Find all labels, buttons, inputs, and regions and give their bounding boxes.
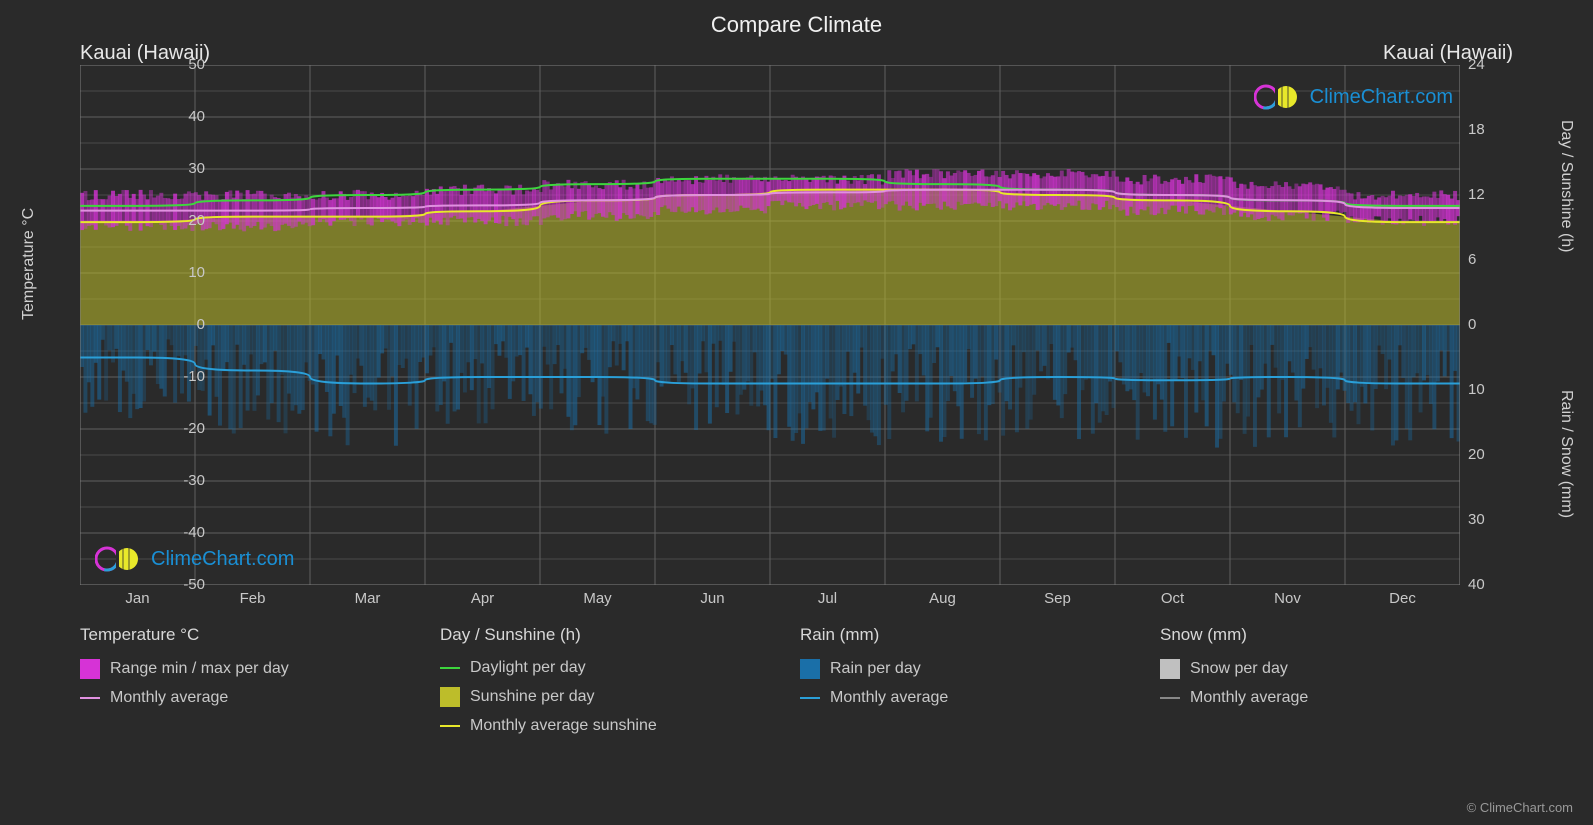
location-label-right: Kauai (Hawaii): [1383, 42, 1513, 65]
x-tick-month: Jul: [818, 590, 837, 607]
y-right-top-tick: 0: [1468, 316, 1476, 333]
climechart-logo-icon: [1254, 83, 1304, 111]
x-tick-month: Sep: [1044, 590, 1071, 607]
legend-line-icon: [80, 697, 100, 699]
y-right-top-tick: 24: [1468, 56, 1485, 73]
y-left-tick: -10: [165, 368, 205, 385]
watermark-text: ClimeChart.com: [151, 548, 294, 571]
legend-label: Range min / max per day: [110, 660, 289, 678]
y-left-tick: 50: [165, 56, 205, 73]
legend-label: Snow per day: [1190, 660, 1288, 678]
legend-label: Monthly average: [1190, 689, 1308, 707]
y-left-tick: 10: [165, 264, 205, 281]
legend-swatch-icon: [800, 659, 820, 679]
legend-line-icon: [800, 697, 820, 699]
x-tick-month: Dec: [1389, 590, 1416, 607]
legend-item: Range min / max per day: [80, 659, 400, 679]
legend-item: Monthly average: [1160, 689, 1480, 707]
legend-column: Day / Sunshine (h) Daylight per day Sunshi…: [440, 625, 760, 745]
y-right-bot-tick: 40: [1468, 576, 1485, 593]
legend-item: Rain per day: [800, 659, 1120, 679]
x-tick-month: Mar: [355, 590, 381, 607]
watermark-top: ClimeChart.com: [1254, 83, 1453, 111]
x-tick-month: Aug: [929, 590, 956, 607]
x-tick-month: Jan: [125, 590, 149, 607]
y-left-tick: 30: [165, 160, 205, 177]
y-right-bot-tick: 30: [1468, 511, 1485, 528]
legend-swatch-icon: [80, 659, 100, 679]
legend: Temperature °C Range min / max per day Mon…: [80, 625, 1480, 745]
y-left-tick: -50: [165, 576, 205, 593]
copyright-text: © ClimeChart.com: [1467, 800, 1573, 815]
climechart-logo-icon: [95, 545, 145, 573]
legend-item: Monthly average: [80, 689, 400, 707]
legend-line-icon: [1160, 697, 1180, 699]
y-right-top-tick: 18: [1468, 121, 1485, 138]
x-tick-month: Apr: [471, 590, 494, 607]
legend-swatch-icon: [440, 687, 460, 707]
legend-column: Snow (mm) Snow per day Monthly average: [1160, 625, 1480, 745]
x-tick-month: Feb: [240, 590, 266, 607]
legend-item: Daylight per day: [440, 659, 760, 677]
y-right-top-tick: 6: [1468, 251, 1476, 268]
y-left-tick: -30: [165, 472, 205, 489]
legend-item: Snow per day: [1160, 659, 1480, 679]
legend-swatch-icon: [1160, 659, 1180, 679]
y-axis-right-bot-label: Rain / Snow (mm): [1557, 390, 1575, 518]
legend-header: Snow (mm): [1160, 625, 1480, 645]
y-left-tick: -20: [165, 420, 205, 437]
chart-title: Compare Climate: [0, 0, 1593, 38]
x-tick-month: Jun: [700, 590, 724, 607]
legend-item: Monthly average sunshine: [440, 717, 760, 735]
watermark-text: ClimeChart.com: [1310, 86, 1453, 109]
x-tick-month: Nov: [1274, 590, 1301, 607]
legend-line-icon: [440, 725, 460, 727]
legend-label: Monthly average sunshine: [470, 717, 657, 735]
legend-column: Temperature °C Range min / max per day Mon…: [80, 625, 400, 745]
watermark-bottom: ClimeChart.com: [95, 545, 294, 573]
x-tick-month: May: [583, 590, 611, 607]
legend-header: Temperature °C: [80, 625, 400, 645]
y-right-bot-tick: 20: [1468, 446, 1485, 463]
y-left-tick: 20: [165, 212, 205, 229]
legend-line-icon: [440, 667, 460, 669]
legend-label: Sunshine per day: [470, 688, 595, 706]
y-left-tick: 0: [165, 316, 205, 333]
y-left-tick: 40: [165, 108, 205, 125]
legend-header: Day / Sunshine (h): [440, 625, 760, 645]
legend-label: Monthly average: [110, 689, 228, 707]
legend-label: Rain per day: [830, 660, 921, 678]
y-axis-left-label: Temperature °C: [20, 208, 38, 320]
chart-plot-area: [80, 65, 1460, 585]
legend-label: Monthly average: [830, 689, 948, 707]
legend-item: Sunshine per day: [440, 687, 760, 707]
legend-header: Rain (mm): [800, 625, 1120, 645]
legend-column: Rain (mm) Rain per day Monthly average: [800, 625, 1120, 745]
legend-item: Monthly average: [800, 689, 1120, 707]
y-right-top-tick: 12: [1468, 186, 1485, 203]
y-left-tick: -40: [165, 524, 205, 541]
y-right-bot-tick: 10: [1468, 381, 1485, 398]
x-tick-month: Oct: [1161, 590, 1184, 607]
y-axis-right-top-label: Day / Sunshine (h): [1557, 120, 1575, 253]
legend-label: Daylight per day: [470, 659, 586, 677]
